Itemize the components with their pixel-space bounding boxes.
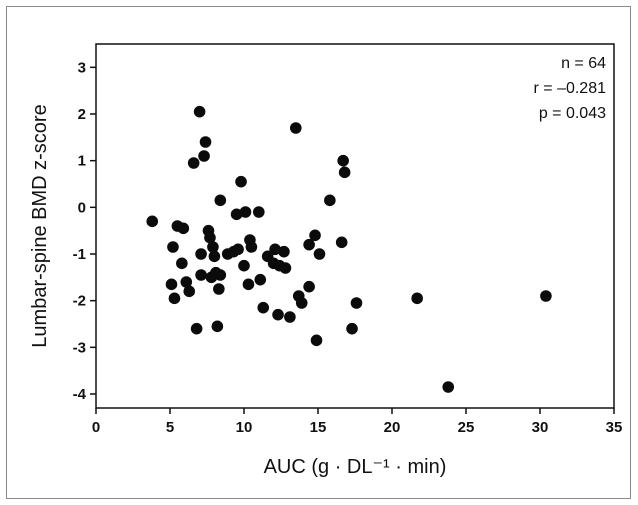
y-tick-label: -4 bbox=[73, 386, 87, 403]
figure-frame bbox=[6, 6, 631, 499]
data-point bbox=[146, 215, 159, 228]
data-point bbox=[284, 311, 296, 323]
data-point bbox=[442, 381, 455, 393]
data-point bbox=[211, 320, 224, 333]
data-point bbox=[177, 222, 190, 235]
data-point bbox=[540, 290, 552, 302]
y-tick-label: -2 bbox=[73, 293, 86, 310]
data-point bbox=[245, 241, 258, 253]
data-point bbox=[238, 259, 250, 272]
data-point bbox=[310, 334, 323, 347]
x-tick-label: 30 bbox=[532, 419, 549, 436]
data-point bbox=[180, 276, 193, 288]
x-tick-label: 10 bbox=[236, 419, 253, 436]
x-tick-label: 15 bbox=[310, 419, 327, 436]
data-point bbox=[309, 229, 321, 242]
data-point bbox=[313, 248, 326, 260]
data-point bbox=[278, 245, 290, 258]
y-tick-label: 2 bbox=[78, 106, 86, 123]
data-point bbox=[214, 269, 227, 281]
x-tick-label: 0 bbox=[92, 419, 100, 436]
stats-annotation: n = 64 r = –0.281 p = 0.043 bbox=[534, 55, 607, 122]
data-point bbox=[168, 292, 181, 305]
data-point bbox=[303, 238, 315, 251]
data-point bbox=[335, 236, 348, 249]
data-point bbox=[195, 269, 207, 281]
data-point bbox=[207, 241, 219, 253]
x-tick-label: 20 bbox=[384, 419, 401, 436]
data-point bbox=[193, 105, 206, 118]
y-tick-label: 0 bbox=[78, 199, 86, 216]
data-point bbox=[239, 206, 252, 218]
data-point bbox=[230, 208, 243, 221]
data-point bbox=[198, 150, 210, 162]
data-point bbox=[242, 278, 255, 291]
stat-p: p = 0.043 bbox=[539, 105, 606, 122]
data-point bbox=[235, 175, 247, 188]
data-point bbox=[183, 285, 196, 298]
y-axis-title: Lumbar-spine BMD z-score bbox=[29, 104, 51, 347]
x-axis-title: AUC (g · DL⁻¹ · min) bbox=[264, 456, 447, 478]
data-point bbox=[269, 243, 281, 256]
y-tick-label: 1 bbox=[78, 153, 86, 170]
data-point bbox=[324, 194, 336, 207]
data-point bbox=[213, 283, 225, 295]
data-point bbox=[252, 206, 265, 218]
data-point bbox=[279, 262, 292, 274]
data-point bbox=[295, 297, 308, 309]
y-tick-label: 3 bbox=[78, 59, 86, 76]
data-point bbox=[290, 122, 302, 134]
y-tick-label: -1 bbox=[73, 246, 86, 263]
data-point bbox=[187, 157, 200, 169]
y-tick-label: -3 bbox=[73, 339, 86, 356]
data-point bbox=[167, 241, 179, 253]
data-point bbox=[411, 292, 423, 305]
data-point bbox=[303, 280, 315, 293]
data-point bbox=[254, 273, 267, 286]
data-point bbox=[176, 257, 188, 270]
plot-area bbox=[95, 43, 615, 409]
stat-r: r = –0.281 bbox=[534, 80, 607, 97]
x-tick-label: 25 bbox=[458, 419, 475, 436]
x-tick-label: 35 bbox=[606, 419, 623, 436]
data-point bbox=[204, 231, 216, 244]
data-point bbox=[350, 297, 363, 309]
data-point bbox=[195, 248, 207, 260]
data-point bbox=[165, 278, 178, 291]
data-point bbox=[232, 243, 244, 256]
data-points bbox=[146, 105, 552, 393]
data-point bbox=[190, 322, 203, 335]
data-point bbox=[338, 166, 351, 179]
data-point bbox=[257, 301, 270, 314]
data-point bbox=[208, 250, 221, 263]
data-point bbox=[272, 308, 284, 321]
stat-n: n = 64 bbox=[561, 55, 606, 72]
data-point bbox=[199, 136, 212, 148]
data-point bbox=[214, 194, 227, 207]
data-point bbox=[337, 154, 349, 167]
x-tick-label: 5 bbox=[166, 419, 174, 436]
data-point bbox=[346, 322, 358, 335]
